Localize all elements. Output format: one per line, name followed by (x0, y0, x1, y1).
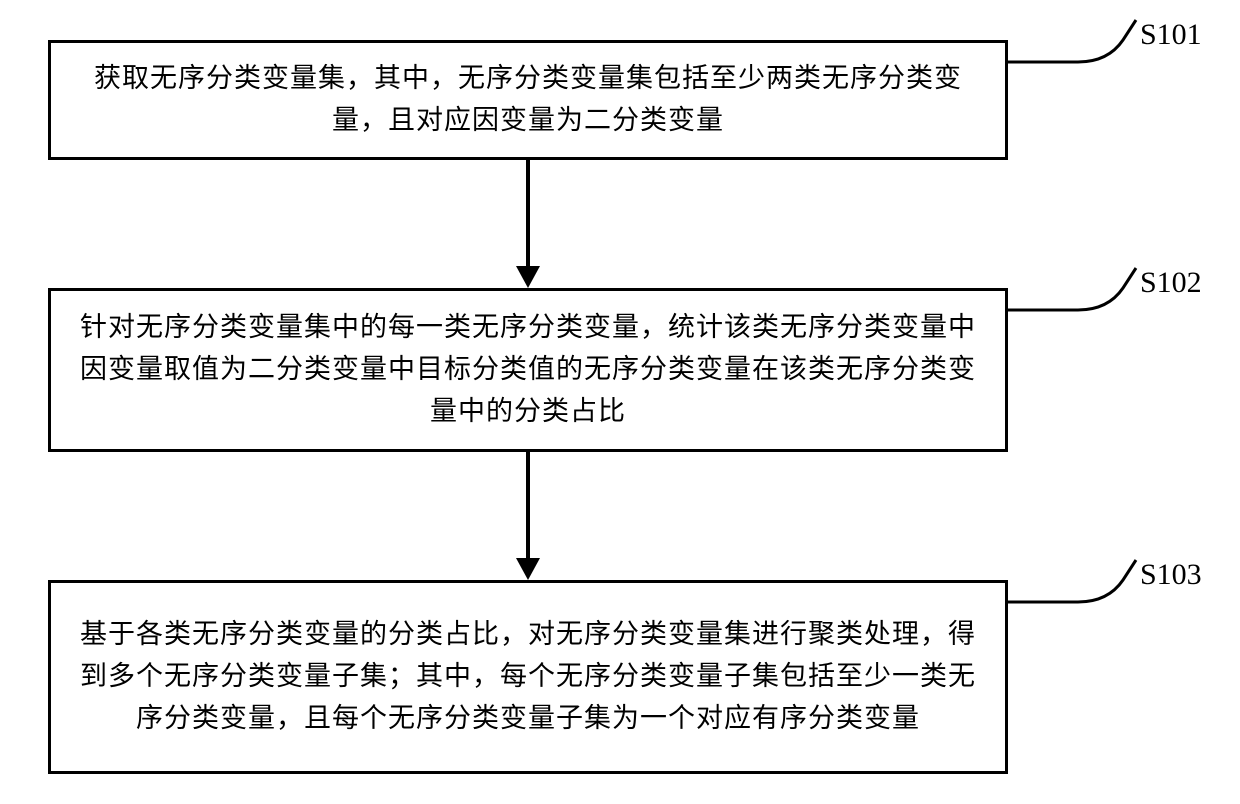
flowchart-canvas: 获取无序分类变量集，其中，无序分类变量集包括至少两类无序分类变量，且对应因变量为… (0, 0, 1240, 804)
flow-node-s102: 针对无序分类变量集中的每一类无序分类变量，统计该类无序分类变量中因变量取值为二分… (48, 288, 1008, 452)
callout-s102 (1008, 266, 1138, 326)
flow-node-s103: 基于各类无序分类变量的分类占比，对无序分类变量集进行聚类处理，得到多个无序分类变… (48, 580, 1008, 774)
edge-s101-s102-arrow (516, 266, 540, 288)
callout-s101 (1008, 18, 1138, 78)
step-label-s103: S103 (1140, 558, 1202, 592)
step-label-s101: S101 (1140, 18, 1202, 52)
flow-node-s102-text: 针对无序分类变量集中的每一类无序分类变量，统计该类无序分类变量中因变量取值为二分… (79, 307, 977, 433)
flow-node-s101: 获取无序分类变量集，其中，无序分类变量集包括至少两类无序分类变量，且对应因变量为… (48, 40, 1008, 160)
edge-s102-s103-line (526, 452, 530, 558)
edge-s101-s102-line (526, 160, 530, 266)
step-label-s102: S102 (1140, 266, 1202, 300)
callout-s103 (1008, 558, 1138, 618)
flow-node-s103-text: 基于各类无序分类变量的分类占比，对无序分类变量集进行聚类处理，得到多个无序分类变… (79, 614, 977, 740)
flow-node-s101-text: 获取无序分类变量集，其中，无序分类变量集包括至少两类无序分类变量，且对应因变量为… (79, 58, 977, 142)
edge-s102-s103-arrow (516, 558, 540, 580)
